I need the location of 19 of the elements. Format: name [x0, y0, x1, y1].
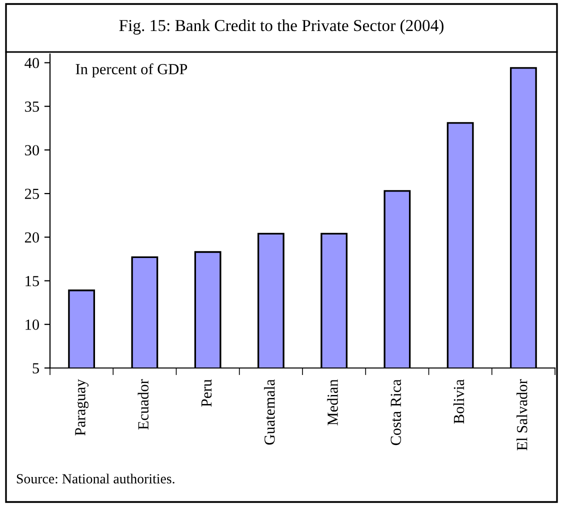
- x-tick-label: Peru: [201, 379, 212, 407]
- x-tick-label: Bolivia: [453, 379, 464, 424]
- y-tick-label: 10: [26, 320, 39, 330]
- y-tick-label: 35: [25, 102, 39, 112]
- x-tick-label: Paraguay: [75, 379, 88, 436]
- chart-title: Fig. 15: Bank Credit to the Private Sector (2004): [119, 19, 444, 35]
- x-tick-label: El Salvador: [516, 379, 528, 450]
- x-tick-label: Median: [327, 379, 338, 426]
- annotation: In percent of GDP: [76, 63, 188, 78]
- y-tick-label: 20: [24, 232, 39, 243]
- x-tick-label: Costa Rica: [390, 379, 402, 446]
- x-tick-label: Guatemala: [264, 379, 275, 445]
- source-note: Source: National authorities.: [16, 474, 174, 484]
- y-tick-label: 40: [24, 58, 39, 68]
- y-tick-label: 25: [24, 188, 39, 200]
- y-tick-label: 15: [26, 276, 39, 286]
- y-tick-label: 30: [25, 145, 39, 156]
- y-tick-label: 5: [32, 363, 39, 374]
- x-tick-label: Ecuador: [138, 379, 149, 430]
